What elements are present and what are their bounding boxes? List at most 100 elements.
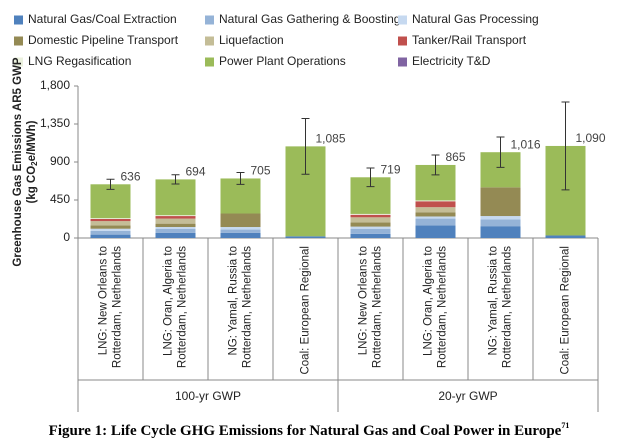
bar-segment	[480, 216, 521, 220]
bar-segment	[415, 212, 456, 217]
total-label: 1,090	[576, 131, 606, 145]
bar-segment	[220, 229, 261, 233]
legend-label: Electricity T&D	[412, 54, 491, 68]
bar-segment	[480, 187, 521, 217]
error-bar	[496, 136, 505, 168]
legend-swatch	[398, 15, 407, 25]
bar-segment	[350, 217, 391, 223]
y-axis-unit-part: (kg CO	[26, 166, 38, 204]
error-bar	[171, 174, 180, 185]
bar-segment	[350, 214, 391, 218]
bar-segment	[90, 218, 131, 219]
bar-segment	[480, 219, 521, 227]
bar-segment	[350, 233, 391, 238]
total-label: 719	[381, 162, 401, 176]
total-label: 1,085	[316, 132, 346, 146]
bar-segment	[155, 228, 196, 233]
legend-label: Natural Gas Processing	[412, 12, 539, 26]
bar-segment	[220, 213, 261, 228]
bar-segment	[155, 223, 196, 228]
bar-segment	[90, 230, 131, 235]
y-tick-label: 1,800	[40, 78, 70, 92]
bar-segment	[220, 227, 261, 230]
x-tick-label: Coal: European Regional	[300, 246, 312, 375]
y-tick-label: 1,350	[40, 116, 70, 130]
group-label: 100-yr GWP	[175, 389, 241, 403]
total-label: 1,016	[511, 137, 541, 151]
x-tick-label: LNG: New Orleans to	[358, 246, 370, 355]
y-axis-title-line: Greenhouse Gas Emissions AR5 GWP	[12, 57, 24, 267]
caption-text: Figure 1: Life Cycle GHG Emissions for N…	[49, 423, 562, 439]
y-axis-title: Greenhouse Gas Emissions AR5 GWP	[12, 57, 24, 267]
x-tick-label: Rotterdam, Netherlands	[437, 246, 449, 368]
x-tick-label: Rotterdam, Netherlands	[502, 246, 514, 368]
error-bar	[236, 172, 245, 185]
bar-segment	[155, 232, 196, 238]
legend-label: Tanker/Rail Transport	[412, 33, 527, 47]
caption-ref: 71	[561, 421, 569, 430]
x-tick-label: Coal: European Regional	[560, 246, 572, 375]
legend-swatch	[205, 57, 214, 67]
bar-segment	[155, 216, 196, 219]
total-label: 865	[446, 150, 466, 164]
x-tick-label: Rotterdam, Netherlands	[372, 246, 384, 368]
legend-label: Domestic Pipeline Transport	[28, 33, 179, 47]
legend-label: Power Plant Operations	[219, 54, 346, 68]
total-label: 636	[121, 169, 141, 183]
bar-segment	[415, 200, 456, 202]
error-bar	[431, 154, 440, 176]
error-bar	[366, 167, 375, 188]
bar-segment	[350, 228, 391, 234]
bar-segment	[350, 213, 391, 215]
bar-segment	[155, 215, 196, 217]
x-tick-label: Rotterdam, Netherlands	[242, 246, 254, 368]
total-label: 705	[251, 164, 271, 178]
legend-swatch	[205, 36, 214, 46]
bar-segment	[155, 179, 196, 216]
bar-segment	[90, 234, 131, 238]
x-tick-label: LNG: New Orleans to	[98, 246, 110, 355]
y-tick-label: 450	[50, 192, 70, 206]
bar-segment	[350, 226, 391, 229]
legend-swatch	[398, 57, 407, 67]
error-bar	[301, 118, 310, 175]
bar-segment	[90, 228, 131, 231]
x-tick-label: LNG: Oran, Algeria to	[163, 246, 175, 356]
error-bar	[106, 178, 115, 190]
x-tick-label: Rotterdam, Netherlands	[112, 246, 124, 368]
bar-segment	[90, 221, 131, 226]
y-tick-label: 0	[63, 230, 70, 244]
bar-segment	[415, 207, 456, 213]
bar-segment	[155, 218, 196, 224]
legend-label: Natural Gas Gathering & Boosting	[219, 12, 400, 26]
bar-segment	[220, 232, 261, 238]
bar-segment	[415, 201, 456, 208]
bar-segment	[155, 227, 196, 229]
bar-segment	[415, 216, 456, 219]
error-bar	[561, 101, 570, 191]
bar-segment	[415, 218, 456, 226]
bar-segment	[480, 226, 521, 238]
caption: Figure 1: Life Cycle GHG Emissions for N…	[49, 421, 570, 440]
legend-swatch	[205, 15, 214, 25]
legend-label: Liquefaction	[219, 33, 284, 47]
legend-label: Natural Gas/Coal Extraction	[28, 12, 177, 26]
x-tick-label: NG: Yamal, Russia to	[488, 246, 500, 356]
bar-segment	[545, 235, 586, 238]
y-axis-unit-sub: 2	[30, 161, 39, 166]
x-tick-label: LNG: Oran, Algeria to	[423, 246, 435, 356]
legend-swatch	[14, 57, 23, 67]
legend-label: LNG Regasification	[28, 54, 131, 68]
group-label: 20-yr GWP	[438, 389, 497, 403]
total-label: 694	[186, 165, 206, 179]
bar-segment	[285, 236, 326, 238]
y-tick-label: 900	[50, 154, 70, 168]
bar-segment	[415, 225, 456, 238]
y-axis-unit: (kg CO2e/MWh)	[26, 120, 39, 203]
bar-segment	[350, 222, 391, 227]
bar-segment	[90, 219, 131, 222]
bar-segment	[90, 184, 131, 219]
x-tick-label: NG: Yamal, Russia to	[228, 246, 240, 356]
